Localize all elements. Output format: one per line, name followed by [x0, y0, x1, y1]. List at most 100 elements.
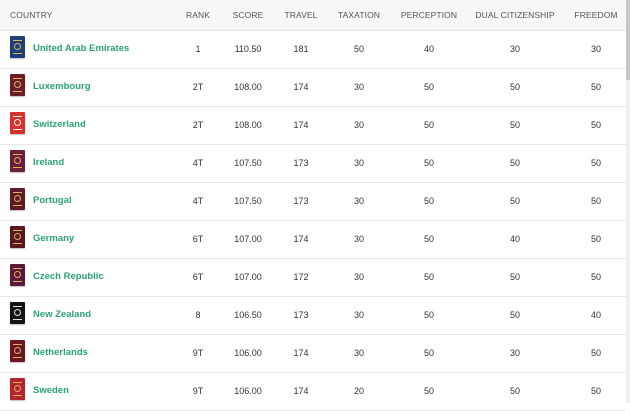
header-country[interactable]: COUNTRY: [10, 10, 53, 20]
header-dual-citizenship[interactable]: DUAL CITIZENSHIP: [475, 10, 555, 20]
cell-taxation: 30: [353, 310, 365, 320]
cell-rank: 2T: [192, 120, 204, 130]
cell-score: 107.00: [234, 272, 262, 282]
table-row[interactable]: Czech Republic 6T 107.00 172 30 50 50 50: [0, 259, 626, 297]
cell-freedom: 50: [590, 272, 602, 282]
passport-icon: [10, 226, 25, 248]
country-link[interactable]: Netherlands: [33, 347, 88, 358]
cell-rank: 9T: [192, 348, 204, 358]
country-link[interactable]: Germany: [33, 233, 75, 244]
header-rank[interactable]: RANK: [185, 10, 211, 20]
table-row[interactable]: Portugal 4T 107.50 173 30 50 50 50: [0, 183, 626, 221]
table-row[interactable]: New Zealand 8 106.50 173 30 50 50 40: [0, 297, 626, 335]
country-link[interactable]: Sweden: [33, 385, 69, 396]
cell-taxation: 30: [353, 348, 365, 358]
passport-icon: [10, 264, 25, 286]
cell-score: 106.50: [234, 310, 262, 320]
cell-travel: 173: [293, 196, 309, 206]
country-link[interactable]: Switzerland: [33, 119, 86, 130]
cell-freedom: 50: [590, 234, 602, 244]
country-link[interactable]: Ireland: [33, 157, 65, 168]
cell-dual: 50: [509, 158, 521, 168]
cell-dual: 50: [509, 310, 521, 320]
cell-taxation: 30: [353, 196, 365, 206]
cell-score: 110.50: [234, 44, 262, 54]
country-link[interactable]: Luxembourg: [33, 81, 91, 92]
table-row[interactable]: Switzerland 2T 108.00 174 30 50 50 50: [0, 107, 626, 145]
cell-rank: 1: [195, 44, 201, 54]
table-row[interactable]: United Arab Emirates 1 110.50 181 50 40 30 30: [0, 31, 626, 69]
country-link[interactable]: Czech Republic: [33, 271, 104, 282]
table-body: United Arab Emirates 1 110.50 181 50 40 30 30 Lu…: [0, 31, 626, 411]
cell-score: 106.00: [234, 348, 262, 358]
cell-freedom: 30: [590, 44, 602, 54]
cell-score: 107.50: [234, 196, 262, 206]
cell-travel: 174: [293, 82, 309, 92]
cell-perception: 50: [423, 234, 435, 244]
table-row[interactable]: Netherlands 9T 106.00 174 30 50 30 50: [0, 335, 626, 373]
header-freedom[interactable]: FREEDOM: [574, 10, 618, 20]
cell-perception: 50: [423, 348, 435, 358]
cell-rank: 4T: [192, 196, 204, 206]
cell-rank: 4T: [192, 158, 204, 168]
cell-travel: 174: [293, 234, 309, 244]
cell-taxation: 30: [353, 158, 365, 168]
table-row[interactable]: Sweden 9T 106.00 174 20 50 50 50: [0, 373, 626, 411]
cell-taxation: 30: [353, 82, 365, 92]
cell-travel: 174: [293, 386, 309, 396]
cell-perception: 50: [423, 386, 435, 396]
cell-freedom: 50: [590, 158, 602, 168]
cell-freedom: 50: [590, 120, 602, 130]
table-row[interactable]: Germany 6T 107.00 174 30 50 40 50: [0, 221, 626, 259]
cell-rank: 8: [195, 310, 201, 320]
header-perception[interactable]: PERCEPTION: [400, 10, 458, 20]
table-header: COUNTRY RANK SCORE TRAVEL TAXATION PERCE…: [0, 0, 626, 31]
cell-perception: 50: [423, 82, 435, 92]
table-row[interactable]: Ireland 4T 107.50 173 30 50 50 50: [0, 145, 626, 183]
cell-freedom: 50: [590, 82, 602, 92]
cell-perception: 50: [423, 120, 435, 130]
cell-freedom: 50: [590, 348, 602, 358]
cell-travel: 173: [293, 158, 309, 168]
scrollbar[interactable]: [626, 0, 630, 403]
table-row[interactable]: Luxembourg 2T 108.00 174 30 50 50 50: [0, 69, 626, 107]
cell-taxation: 30: [353, 120, 365, 130]
cell-score: 107.50: [234, 158, 262, 168]
cell-rank: 6T: [192, 234, 204, 244]
header-taxation[interactable]: TAXATION: [337, 10, 381, 20]
passport-icon: [10, 378, 25, 400]
cell-dual: 50: [509, 196, 521, 206]
cell-freedom: 50: [590, 196, 602, 206]
cell-travel: 173: [293, 310, 309, 320]
cell-travel: 174: [293, 348, 309, 358]
cell-rank: 6T: [192, 272, 204, 282]
cell-freedom: 40: [590, 310, 602, 320]
cell-rank: 9T: [192, 386, 204, 396]
cell-travel: 172: [293, 272, 309, 282]
cell-dual: 30: [509, 44, 521, 54]
passport-icon: [10, 188, 25, 210]
cell-taxation: 30: [353, 272, 365, 282]
cell-perception: 40: [423, 44, 435, 54]
country-link[interactable]: New Zealand: [33, 309, 92, 320]
country-link[interactable]: United Arab Emirates: [33, 43, 130, 54]
passport-icon: [10, 112, 25, 134]
cell-score: 108.00: [234, 120, 262, 130]
passport-icon: [10, 340, 25, 362]
header-travel[interactable]: TRAVEL: [284, 10, 318, 20]
scrollbar-thumb[interactable]: [626, 0, 630, 80]
cell-score: 106.00: [234, 386, 262, 396]
cell-dual: 50: [509, 120, 521, 130]
cell-rank: 2T: [192, 82, 204, 92]
cell-dual: 40: [509, 234, 521, 244]
cell-dual: 50: [509, 272, 521, 282]
cell-freedom: 50: [590, 386, 602, 396]
cell-travel: 181: [293, 44, 309, 54]
country-link[interactable]: Portugal: [33, 195, 72, 206]
header-score[interactable]: SCORE: [232, 10, 264, 20]
cell-dual: 50: [509, 82, 521, 92]
cell-dual: 50: [509, 386, 521, 396]
cell-taxation: 50: [353, 44, 365, 54]
passport-icon: [10, 150, 25, 172]
